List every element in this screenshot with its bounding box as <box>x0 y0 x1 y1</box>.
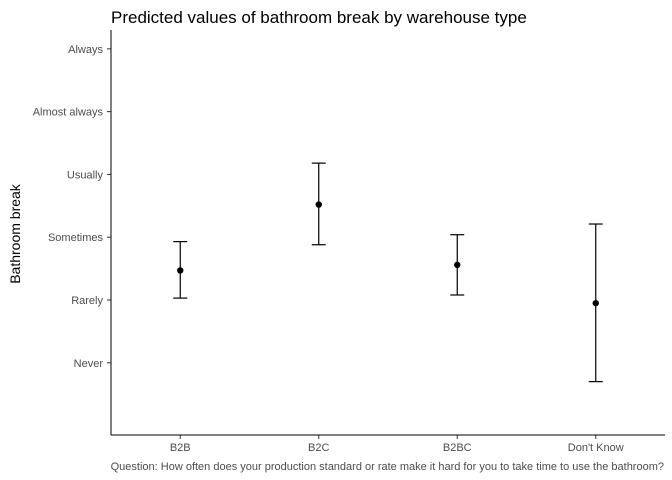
chart-title: Predicted values of bathroom break by wa… <box>111 8 527 27</box>
errorbar-0 <box>173 241 188 299</box>
y-axis-title: Bathroom break <box>7 183 23 284</box>
y-axis-ticks: Never Rarely Sometimes Usually Almost always… <box>33 44 111 370</box>
x-tick-label: Don't Know <box>568 442 624 454</box>
y-tick-label: Rarely <box>71 295 103 307</box>
estimate-point <box>315 201 322 208</box>
x-axis-ticks: B2B B2C B2BC Don't Know <box>170 435 624 454</box>
errorbar-1 <box>311 162 326 246</box>
y-tick-label: Never <box>74 358 104 370</box>
x-tick-label: B2B <box>170 442 191 454</box>
x-tick-label: B2BC <box>443 442 472 454</box>
estimate-point <box>177 267 184 274</box>
x-tick-label: B2C <box>308 442 329 454</box>
plot-marks <box>173 162 603 383</box>
errorbar-3 <box>588 223 603 383</box>
y-tick-label: Usually <box>67 169 104 181</box>
y-tick-label: Always <box>68 44 103 56</box>
x-axis-title: Question: How often does your production… <box>111 461 664 473</box>
y-tick-label: Sometimes <box>48 232 104 244</box>
estimate-point <box>454 261 461 269</box>
estimate-point <box>592 299 599 307</box>
errorbar-2 <box>450 234 465 296</box>
y-tick-label: Almost always <box>33 107 104 119</box>
